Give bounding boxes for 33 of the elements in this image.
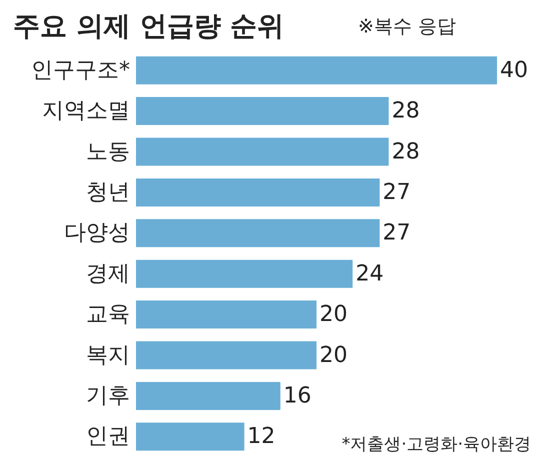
y-tick-label: 기후 bbox=[86, 383, 130, 408]
y-tick-label: 복지 bbox=[86, 342, 130, 368]
y-tick-label: 청년 bbox=[86, 180, 130, 205]
data-label: 27 bbox=[382, 220, 411, 246]
data-label: 28 bbox=[392, 98, 420, 124]
y-tick-label: 인권 bbox=[86, 424, 130, 450]
y-tick-label: 다양성 bbox=[64, 220, 130, 246]
chart-subtitle: ※복수 응답 bbox=[358, 16, 456, 38]
bar bbox=[136, 138, 389, 166]
bar bbox=[136, 300, 316, 329]
bar bbox=[136, 178, 380, 206]
y-tick-label: 인구구조* bbox=[31, 58, 130, 83]
bar bbox=[136, 56, 497, 84]
y-tick-label: 교육 bbox=[86, 302, 130, 328]
bar bbox=[136, 219, 380, 248]
data-label: 16 bbox=[283, 383, 312, 408]
data-label: 20 bbox=[320, 342, 348, 368]
annotation: *저출생·고령화·육아환경 bbox=[342, 434, 532, 454]
data-label: 20 bbox=[320, 302, 348, 328]
data-label: 12 bbox=[247, 424, 276, 450]
data-label: 24 bbox=[356, 261, 384, 286]
y-tick-label: 노동 bbox=[86, 139, 130, 164]
bar bbox=[136, 422, 244, 451]
bar bbox=[136, 97, 389, 126]
bar bbox=[136, 382, 280, 410]
bar bbox=[136, 260, 353, 288]
bar bbox=[136, 341, 316, 370]
y-tick-label: 지역소멸 bbox=[42, 98, 130, 124]
y-tick-label: 경제 bbox=[86, 261, 130, 286]
data-label: 28 bbox=[392, 139, 420, 164]
data-label: 40 bbox=[500, 58, 528, 83]
data-label: 27 bbox=[382, 180, 411, 205]
chart-title: 주요 의제 언급량 순위 bbox=[13, 11, 284, 42]
